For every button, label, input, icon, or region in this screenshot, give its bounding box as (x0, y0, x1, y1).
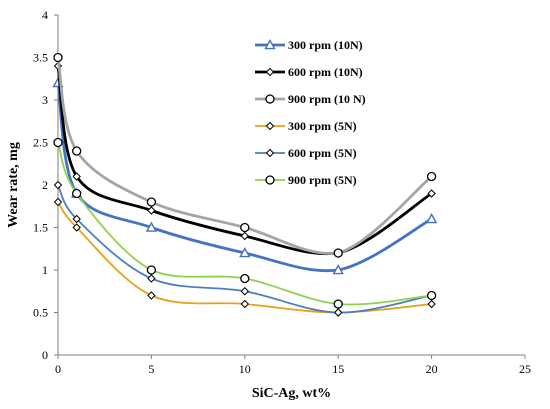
data-point (240, 222, 250, 233)
data-point (333, 299, 343, 309)
data-point (427, 299, 436, 309)
axes: 0 0.5 1 1.5 2 2.5 3 3.5 4 0 5 10 15 20 25 (33, 8, 531, 376)
data-point (332, 264, 344, 275)
legend-marker (265, 121, 275, 131)
x-tick-label: 25 (519, 362, 531, 376)
x-tick-label: 10 (239, 362, 251, 376)
data-point (145, 221, 158, 232)
legend-item: 300 rpm (10N) (255, 38, 363, 52)
data-point (239, 247, 251, 258)
data-point (333, 248, 343, 258)
x-tick-label: 20 (426, 362, 438, 376)
legend-marker (265, 94, 275, 104)
legend-marker (265, 67, 275, 77)
y-tick-label: 3 (42, 93, 48, 107)
legend-label: 900 rpm (5N) (288, 173, 357, 187)
y-tick-label: 3.5 (33, 51, 48, 65)
series-1 (52, 77, 438, 275)
legend-item: 300 rpm (5N) (255, 119, 357, 133)
legend-marker (264, 39, 276, 50)
x-axis-title: SiC-Ag, wt% (252, 386, 331, 401)
data-point (427, 189, 436, 198)
x-tick-label: 15 (332, 362, 344, 376)
series-line (56, 81, 433, 273)
data-point (72, 188, 82, 199)
series-layer (52, 52, 438, 317)
legend-label: 300 rpm (5N) (288, 119, 357, 133)
legend-item: 600 rpm (5N) (255, 146, 357, 160)
legend-marker (265, 148, 275, 158)
data-point (426, 290, 437, 301)
data-point (147, 274, 156, 283)
y-tick-label: 1.5 (33, 221, 48, 235)
legend-label: 900 rpm (10 N) (288, 92, 366, 106)
y-tick-label: 2 (42, 178, 48, 192)
legend-item: 900 rpm (10 N) (255, 92, 366, 106)
data-point (53, 52, 63, 63)
y-tick-label: 0.5 (33, 306, 48, 320)
series-3 (53, 52, 437, 258)
legend: 300 rpm (10N) 600 rpm (10N) 900 rpm (10 N)… (255, 38, 366, 187)
data-point (147, 291, 156, 300)
data-point (72, 223, 81, 232)
data-point (333, 308, 343, 317)
data-point (53, 137, 63, 148)
y-tick-label: 4 (42, 8, 48, 22)
data-point (240, 231, 250, 241)
data-point (72, 214, 81, 224)
x-tick-label: 0 (55, 362, 61, 376)
data-point (240, 273, 250, 284)
data-point (240, 299, 250, 309)
legend-label: 600 rpm (10N) (288, 65, 363, 79)
data-point (146, 197, 157, 207)
data-point (146, 265, 157, 275)
legend-label: 600 rpm (5N) (288, 146, 357, 160)
data-point (426, 171, 437, 182)
x-tick-label: 5 (148, 362, 154, 376)
legend-marker (265, 175, 275, 185)
data-point (53, 180, 63, 190)
data-point (53, 197, 63, 207)
y-tick-label: 1 (42, 263, 48, 277)
y-tick-label: 2.5 (33, 136, 48, 150)
data-point (72, 146, 82, 156)
legend-label: 300 rpm (10N) (288, 38, 363, 52)
data-point (147, 206, 156, 215)
data-point (425, 213, 438, 224)
y-axis-title: Wear rate, mg (6, 142, 21, 228)
data-point (72, 172, 81, 181)
data-point (240, 287, 250, 296)
legend-item: 600 rpm (10N) (255, 65, 363, 79)
legend-item: 900 rpm (5N) (255, 173, 357, 187)
series-6 (53, 137, 437, 309)
y-tick-label: 0 (42, 348, 48, 362)
